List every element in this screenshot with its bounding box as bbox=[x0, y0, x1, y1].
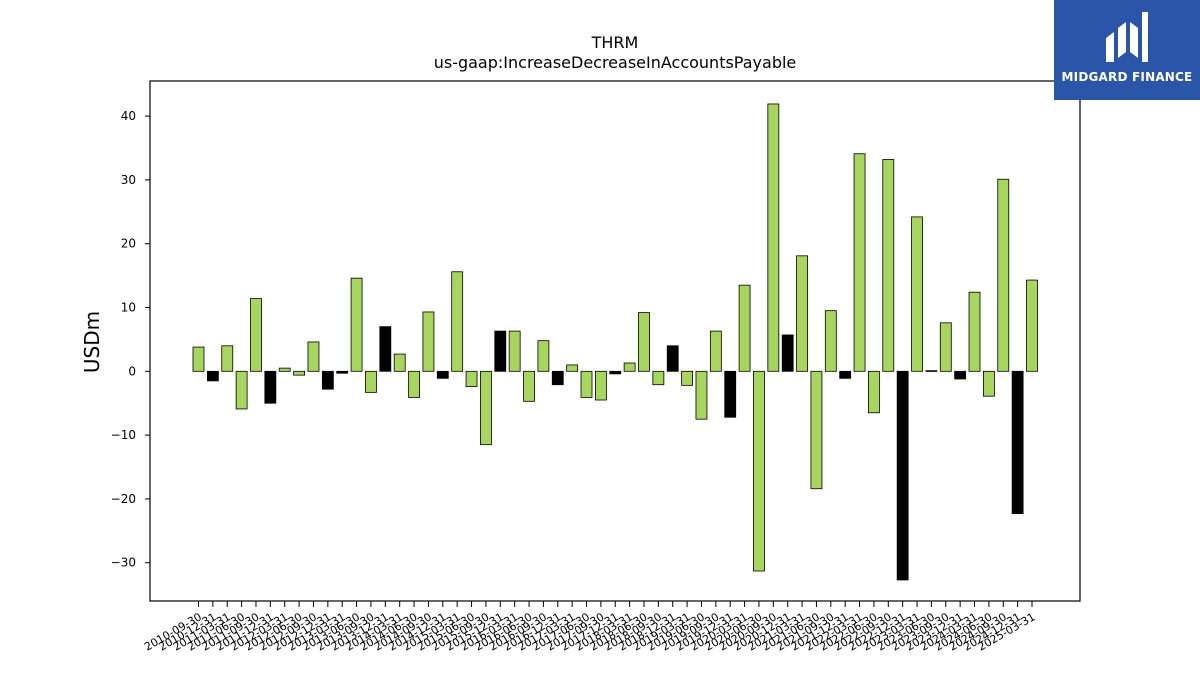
bar-2015-06-30 bbox=[465, 370, 478, 388]
chart-title: THRM bbox=[591, 33, 639, 52]
bar-2016-09-30 bbox=[537, 340, 550, 372]
bar-2010-09-30 bbox=[192, 346, 205, 372]
bar-2011-12-31 bbox=[264, 370, 277, 404]
bars-group bbox=[192, 103, 1038, 581]
bar-2024-12-31 bbox=[1011, 370, 1024, 514]
bar-2014-06-30 bbox=[408, 370, 420, 398]
bar-2016-03-31 bbox=[508, 330, 521, 372]
bar-2012-09-30 bbox=[307, 341, 320, 372]
brand-logo-text: MIDGARD FINANCE bbox=[1061, 70, 1193, 84]
y-tick-label: −20 bbox=[111, 492, 136, 506]
bar-2016-06-30 bbox=[523, 370, 535, 402]
bar-2012-06-30 bbox=[293, 370, 305, 376]
bar-2018-06-30 bbox=[638, 312, 650, 372]
x-axis: 2010-09-302010-12-312011-03-312011-06-30… bbox=[142, 601, 1038, 654]
bar-2019-06-30 bbox=[695, 370, 708, 420]
y-tick-label: 20 bbox=[121, 237, 136, 251]
bar-2014-12-31 bbox=[436, 370, 449, 379]
bar-2021-06-30 bbox=[810, 370, 823, 490]
brand-logo: MIDGARD FINANCE bbox=[1054, 0, 1200, 100]
bar-2017-12-31 bbox=[609, 370, 622, 375]
bar-2020-09-30 bbox=[767, 103, 780, 372]
plot-frame bbox=[149, 80, 1081, 602]
bar-2015-09-30 bbox=[480, 370, 492, 446]
bar-2012-12-31 bbox=[321, 370, 334, 390]
bar-2022-06-30 bbox=[868, 370, 880, 414]
bar-2023-03-31 bbox=[911, 216, 923, 372]
bar-2025-03-31 bbox=[1026, 279, 1038, 372]
bar-2018-12-31 bbox=[666, 345, 679, 372]
bar-2022-12-31 bbox=[896, 370, 909, 581]
bar-2017-03-31 bbox=[566, 364, 579, 372]
bar-2024-06-30 bbox=[982, 370, 995, 397]
chart-subtitle: us-gaap:IncreaseDecreaseInAccountsPayabl… bbox=[434, 53, 797, 72]
y-tick-label: −30 bbox=[111, 556, 136, 570]
bar-2011-03-31 bbox=[221, 345, 234, 372]
bar-2020-06-30 bbox=[753, 370, 765, 572]
bar-2021-03-31 bbox=[796, 255, 808, 372]
bar-2013-09-30 bbox=[365, 370, 377, 393]
bar-2015-03-31 bbox=[451, 271, 464, 372]
bar-2024-03-31 bbox=[968, 291, 981, 372]
bar-2024-09-30 bbox=[997, 178, 1010, 372]
y-axis-label: USDm bbox=[80, 311, 104, 373]
bar-2016-12-31 bbox=[551, 370, 564, 386]
y-tick-label: 0 bbox=[128, 364, 136, 378]
bar-2023-06-30 bbox=[925, 370, 938, 372]
bar-2019-12-31 bbox=[724, 370, 737, 418]
bar-2014-03-31 bbox=[393, 353, 406, 372]
bar-2020-03-31 bbox=[738, 284, 751, 372]
y-tick-label: 40 bbox=[121, 109, 136, 123]
bar-2019-03-31 bbox=[681, 370, 693, 386]
bar-2021-09-30 bbox=[824, 310, 837, 372]
bar-2013-12-31 bbox=[379, 326, 392, 372]
bar-2018-03-31 bbox=[623, 362, 636, 372]
bar-2022-03-31 bbox=[853, 153, 866, 372]
bar-2020-12-31 bbox=[781, 334, 794, 372]
bar-2022-09-30 bbox=[882, 159, 895, 372]
bar-2011-06-30 bbox=[235, 370, 248, 410]
bar-2012-03-31 bbox=[278, 367, 291, 372]
bar-2015-12-31 bbox=[494, 330, 507, 372]
bar-2019-09-30 bbox=[709, 330, 722, 372]
bar-2021-12-31 bbox=[839, 370, 852, 379]
midgard-logo-icon bbox=[1106, 12, 1148, 62]
bar-2017-06-30 bbox=[580, 370, 593, 398]
bar-2023-12-31 bbox=[954, 370, 967, 380]
bar-2018-09-30 bbox=[652, 370, 665, 386]
y-tick-label: 30 bbox=[121, 173, 136, 187]
y-axis: 40 30 20 10 0 −10 −20 −30 bbox=[111, 109, 150, 570]
bar-2010-12-31 bbox=[206, 370, 219, 382]
y-tick-label: −10 bbox=[111, 428, 136, 442]
bar-2011-09-30 bbox=[250, 298, 262, 372]
bar-2013-03-31 bbox=[336, 370, 349, 374]
bar-2017-09-30 bbox=[594, 370, 607, 401]
bar-2014-09-30 bbox=[422, 311, 435, 372]
bar-2013-06-30 bbox=[350, 277, 363, 372]
y-tick-label: 10 bbox=[121, 301, 136, 315]
bar-2023-09-30 bbox=[939, 322, 952, 372]
